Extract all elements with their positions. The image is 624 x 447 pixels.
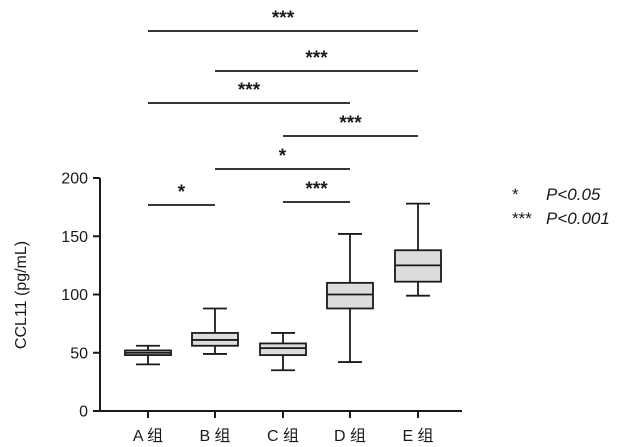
x-tick-label: C 组 xyxy=(267,427,299,445)
y-tick-label: 0 xyxy=(79,404,88,421)
y-tick-label: 150 xyxy=(61,229,88,246)
y-tick-label: 100 xyxy=(61,287,88,304)
box-iqr xyxy=(326,281,374,310)
legend: * P<0.05 *** P<0.001 xyxy=(512,183,610,231)
y-tick-label: 200 xyxy=(61,171,88,188)
x-tick-label: E 组 xyxy=(402,427,433,445)
x-tick-label: B 组 xyxy=(199,427,230,445)
box-group xyxy=(394,202,442,297)
significance-label: *** xyxy=(305,179,328,200)
legend-item: *** P<0.001 xyxy=(512,207,610,231)
significance-label: *** xyxy=(339,113,362,134)
box-group xyxy=(191,307,239,355)
y-axis-label: CCL11 (pg/mL) xyxy=(13,241,30,349)
significance-label: *** xyxy=(305,48,328,69)
x-tick-label: D 组 xyxy=(334,427,366,445)
significance-label: * xyxy=(279,146,287,167)
legend-symbol: *** xyxy=(512,209,532,228)
legend-item: * P<0.05 xyxy=(512,183,610,207)
box-group xyxy=(124,344,172,366)
significance-brackets: ************** *** xyxy=(148,8,418,206)
legend-text: P<0.05 xyxy=(546,185,601,204)
legend-symbol: * xyxy=(512,185,519,204)
significance-label: * xyxy=(178,182,186,203)
boxes xyxy=(124,202,442,372)
box-iqr xyxy=(259,342,307,356)
box-group xyxy=(259,332,307,372)
y-tick-label: 50 xyxy=(70,345,88,362)
axes: 0 50 100 150 200 A 组 B 组 C 组 D 组 E 组 xyxy=(61,171,462,445)
significance-label: *** xyxy=(272,8,295,29)
significance-label: *** xyxy=(238,80,261,101)
x-tick-label: A 组 xyxy=(133,427,163,445)
legend-text: P<0.001 xyxy=(546,209,610,228)
box-group xyxy=(326,233,374,363)
